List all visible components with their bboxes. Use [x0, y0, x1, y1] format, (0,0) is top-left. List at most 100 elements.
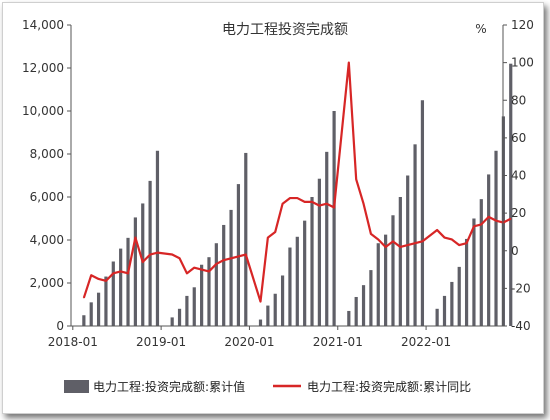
line-point-2021-02: [348, 62, 350, 64]
bar-2022-02: [435, 308, 439, 326]
chart-title: 电力工程投资完成额: [222, 22, 348, 38]
x-axis-ticks: 2018-01 2019-01 2020-01 2021-01 2022-01: [48, 326, 451, 349]
line-point-2018-08: [127, 272, 129, 274]
right-tick-label: 80: [511, 93, 526, 107]
line-point-2021-03: [355, 178, 357, 180]
bar-2019-08: [214, 243, 218, 326]
right-axis-unit: %: [475, 22, 486, 36]
bar-2019-12: [244, 152, 248, 326]
line-point-2022-12: [510, 218, 512, 220]
left-tick-label: 0: [56, 319, 64, 333]
bar-2020-04: [273, 293, 277, 326]
line-point-2020-11: [326, 203, 328, 205]
bar-2020-10: [317, 178, 321, 326]
bar-2018-09: [133, 217, 137, 326]
bar-2018-02: [82, 315, 86, 326]
bar-2019-09: [222, 224, 226, 326]
bar-2018-12: [155, 150, 160, 326]
line-point-2018-06: [112, 272, 114, 274]
line-point-2019-12: [245, 253, 247, 256]
bar-2019-04: [185, 295, 189, 326]
bar-2022-08: [479, 199, 483, 326]
bar-2021-08: [391, 215, 395, 326]
bar-2020-11: [325, 151, 329, 326]
bar-2019-11: [236, 184, 241, 326]
line-point-2021-07: [385, 246, 387, 248]
line-point-2019-02: [171, 253, 173, 256]
line-point-2019-11: [237, 255, 240, 257]
line-point-2022-08: [480, 223, 482, 226]
bar-2021-07: [384, 234, 388, 327]
line-point-2019-07: [208, 270, 210, 273]
legend: 电力工程:投资完成额:累计值 电力工程:投资完成额:累计同比: [64, 379, 471, 394]
bar-2018-07: [119, 248, 123, 326]
bar-2021-09: [398, 197, 402, 326]
bar-2021-04: [361, 285, 366, 326]
bar-2019-06: [200, 264, 204, 326]
x-tick-label: 2018-01: [48, 335, 98, 349]
bar-2020-03: [266, 305, 270, 326]
bar-2020-05: [280, 275, 285, 326]
bar-2020-02: [258, 319, 263, 326]
line-point-2018-10: [142, 261, 144, 263]
line-point-2021-11: [414, 242, 416, 244]
right-tick-label: 40: [511, 169, 526, 183]
line-point-2021-05: [370, 233, 372, 235]
right-tick-label: -20: [511, 281, 531, 295]
line-point-2021-08: [392, 240, 394, 242]
bar-2021-11: [413, 144, 417, 326]
right-axis-ticks: -40 -20 0 20 40 60 80 100 120: [503, 18, 534, 333]
line-point-2019-08: [215, 263, 217, 265]
line-point-2018-03: [90, 274, 92, 276]
line-point-2020-08: [304, 201, 306, 203]
right-tick-label: 100: [511, 56, 534, 70]
bar-2021-06: [376, 243, 380, 326]
line-point-2020-05: [281, 203, 284, 205]
bar-2022-03: [442, 295, 447, 326]
line-point-2020-07: [296, 197, 298, 199]
line-point-2022-03: [443, 236, 446, 239]
line-point-2022-07: [473, 225, 475, 227]
line-point-2020-02: [259, 300, 262, 303]
right-tick-label: 120: [511, 18, 534, 32]
bar-2021-12: [420, 100, 425, 326]
x-tick-label: 2022-01: [401, 335, 451, 349]
line-point-2019-03: [178, 257, 181, 259]
right-tick-label: 0: [511, 244, 519, 258]
bar-2021-03: [354, 296, 358, 326]
bar-2018-05: [104, 276, 108, 326]
left-tick-label: 4,000: [30, 233, 64, 247]
line-point-2020-03: [267, 236, 269, 239]
bar-2021-02: [347, 310, 351, 326]
left-tick-label: 6,000: [30, 190, 64, 204]
line-point-2022-05: [458, 244, 460, 246]
line-point-2021-10: [407, 244, 409, 246]
line-point-2019-04: [186, 272, 188, 274]
line-point-2019-05: [193, 267, 195, 269]
line-point-2021-06: [377, 238, 379, 241]
legend-swatch-bar: [64, 380, 89, 393]
line-point-2018-11: [149, 253, 151, 256]
bar-2020-12: [332, 111, 336, 326]
bar-2018-04: [96, 292, 101, 326]
bar-2022-10: [494, 150, 498, 326]
line-point-2019-09: [223, 259, 225, 261]
x-tick-label: 2019-01: [136, 335, 186, 349]
chart-frame: 电力工程投资完成额 % 0 2,000 4,000 6,000 8,000 10,000 1…: [2, 2, 544, 414]
bar-2019-07: [207, 257, 211, 326]
line-point-2020-04: [274, 231, 276, 233]
left-tick-label: 12,000: [22, 61, 64, 75]
bar-2019-05: [192, 287, 196, 326]
right-tick-label: -40: [511, 319, 531, 333]
bar-2019-02: [170, 317, 174, 326]
line-point-2022-02: [436, 229, 438, 231]
line-point-2022-06: [465, 242, 468, 244]
bar-2020-08: [303, 220, 307, 326]
bar-2018-10: [141, 203, 145, 326]
right-tick-label: 60: [511, 131, 526, 145]
line-point-2021-09: [399, 246, 401, 248]
bar-2020-07: [295, 236, 299, 326]
x-tick-label: 2020-01: [224, 335, 274, 349]
bar-2018-08: [126, 237, 130, 326]
line-point-2019-10: [230, 257, 232, 259]
